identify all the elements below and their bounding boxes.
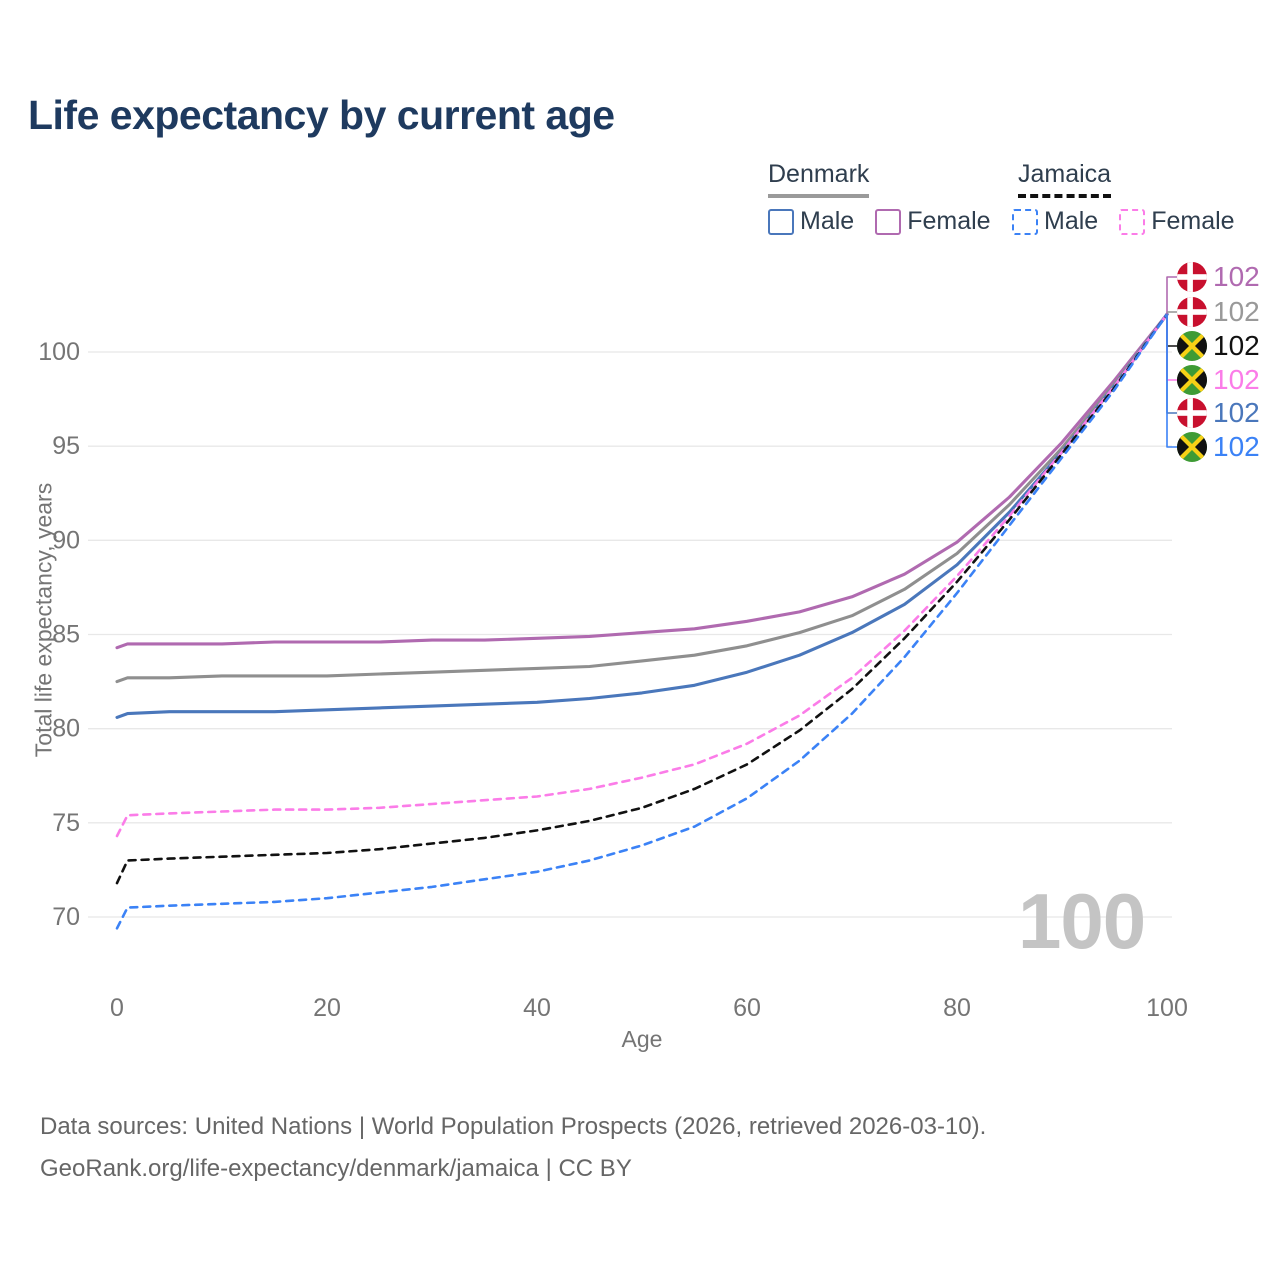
x-tick-label: 100	[1146, 994, 1188, 1022]
page-title: Life expectancy by current age	[28, 92, 615, 138]
y-tick-label: 100	[38, 338, 80, 366]
y-tick-label: 95	[52, 432, 80, 460]
x-tick-label: 40	[523, 994, 551, 1022]
legend: Denmark Male Female Jamaica Male	[0, 0, 1280, 250]
x-axis-title: Age	[621, 1026, 663, 1052]
end-label-leader-line	[1166, 276, 1177, 315]
x-tick-label: 60	[733, 994, 761, 1022]
footer-url-line: GeoRank.org/life-expectancy/denmark/jama…	[40, 1155, 632, 1182]
y-tick-label: 90	[52, 526, 80, 554]
legend-item-label: Female	[1151, 207, 1235, 235]
y-axis-title: Total life expectancy, years	[30, 482, 57, 758]
series-line-denmark-male	[115, 312, 1169, 719]
legend-country-jamaica[interactable]: Jamaica	[1018, 160, 1112, 198]
legend-item-jamaica-male[interactable]: Male	[1012, 207, 1098, 236]
legend-item-label: Male	[800, 207, 855, 235]
x-tick-label: 20	[313, 994, 341, 1022]
series-line-denmark-both-sexes	[115, 312, 1169, 684]
y-tick-label: 85	[52, 620, 80, 648]
series-line-jamaica-male	[115, 313, 1169, 930]
end-value-label: 102	[1213, 330, 1260, 361]
end-label-leader-line	[1166, 314, 1177, 347]
legend-item-jamaica-female[interactable]: Female	[1119, 207, 1235, 236]
end-label-leader-line	[1166, 314, 1177, 448]
denmark-flag-icon	[1177, 297, 1207, 327]
checkbox-icon	[1012, 208, 1038, 235]
legend-group-denmark: Denmark Male Female	[768, 160, 991, 236]
end-value-label: 102	[1213, 397, 1260, 428]
series-line-jamaica-both-sexes	[115, 313, 1169, 885]
x-tick-label: 80	[943, 994, 971, 1022]
checkbox-icon	[875, 208, 902, 235]
checkbox-icon	[1119, 208, 1146, 235]
end-value-label: 102	[1213, 296, 1260, 327]
end-value-label: 102	[1213, 431, 1260, 462]
denmark-flag-icon	[1177, 398, 1207, 428]
legend-group-jamaica: Jamaica Male Female	[1012, 160, 1235, 236]
denmark-flag-icon	[1177, 262, 1207, 292]
series-line-jamaica-female	[115, 313, 1169, 838]
legend-item-label: Male	[1044, 207, 1099, 235]
watermark-age-100: 100	[1018, 877, 1146, 965]
footer-sources-line: Data sources: United Nations | World Pop…	[40, 1113, 987, 1140]
jamaica-flag-icon	[1177, 365, 1207, 395]
y-tick-label: 80	[52, 715, 80, 743]
legend-item-denmark-male[interactable]: Male	[768, 207, 854, 236]
legend-item-label: Female	[907, 207, 991, 235]
end-label-leader-line	[1166, 314, 1177, 414]
y-tick-label: 75	[52, 809, 80, 837]
footer: Data sources: United Nations | World Pop…	[40, 1106, 986, 1190]
series-line-denmark-female	[115, 312, 1169, 650]
legend-country-denmark[interactable]: Denmark	[768, 160, 870, 198]
checkbox-icon	[768, 208, 794, 235]
jamaica-flag-icon	[1177, 432, 1207, 462]
y-tick-label: 70	[52, 903, 80, 931]
end-label-leader-line	[1166, 314, 1177, 381]
end-value-label: 102	[1213, 364, 1260, 395]
jamaica-flag-icon	[1177, 331, 1207, 361]
x-tick-label: 0	[110, 994, 124, 1022]
end-value-label: 102	[1213, 261, 1260, 292]
legend-item-denmark-female[interactable]: Female	[875, 207, 991, 236]
